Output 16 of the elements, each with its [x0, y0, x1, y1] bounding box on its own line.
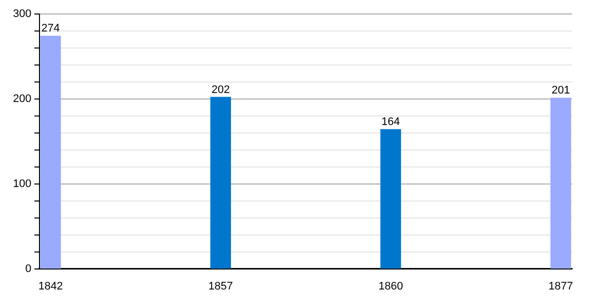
bar [210, 96, 231, 269]
x-tick-label: 1877 [548, 280, 574, 292]
y-tick-label: 300 [12, 8, 32, 20]
y-tick-label: 0 [25, 262, 32, 275]
bar [40, 36, 61, 269]
data-label: 274 [41, 22, 60, 35]
y-tick-label: 200 [12, 92, 32, 105]
x-tick-label: 1842 [38, 280, 63, 292]
bar [550, 98, 572, 269]
data-label: 202 [211, 84, 230, 96]
x-tick-label: 1860 [378, 280, 403, 292]
x-tick-label: 1857 [208, 280, 233, 292]
bar [380, 129, 402, 269]
data-label: 164 [382, 116, 400, 128]
data-label: 201 [552, 84, 570, 97]
y-tick-label: 100 [12, 178, 32, 190]
